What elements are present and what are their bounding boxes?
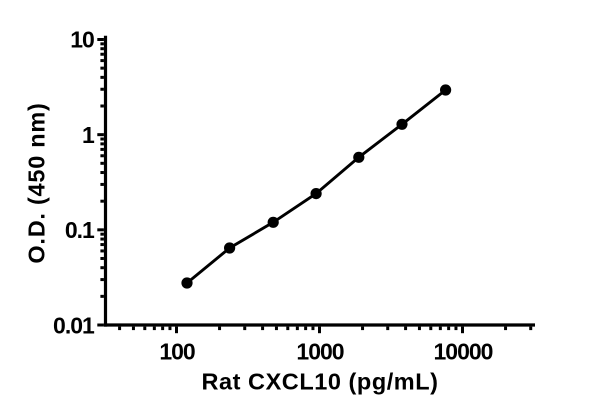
svg-text:1000: 1000 (296, 339, 343, 365)
svg-text:0.1: 0.1 (65, 217, 95, 243)
svg-text:1: 1 (82, 122, 95, 148)
svg-text:10000: 10000 (434, 339, 493, 365)
svg-text:Rat CXCL10 (pg/mL): Rat CXCL10 (pg/mL) (201, 369, 438, 395)
svg-text:100: 100 (159, 339, 195, 365)
svg-text:0.01: 0.01 (53, 312, 95, 338)
svg-text:O.D. (450 nm): O.D. (450 nm) (24, 102, 50, 263)
svg-text:10: 10 (70, 27, 94, 53)
